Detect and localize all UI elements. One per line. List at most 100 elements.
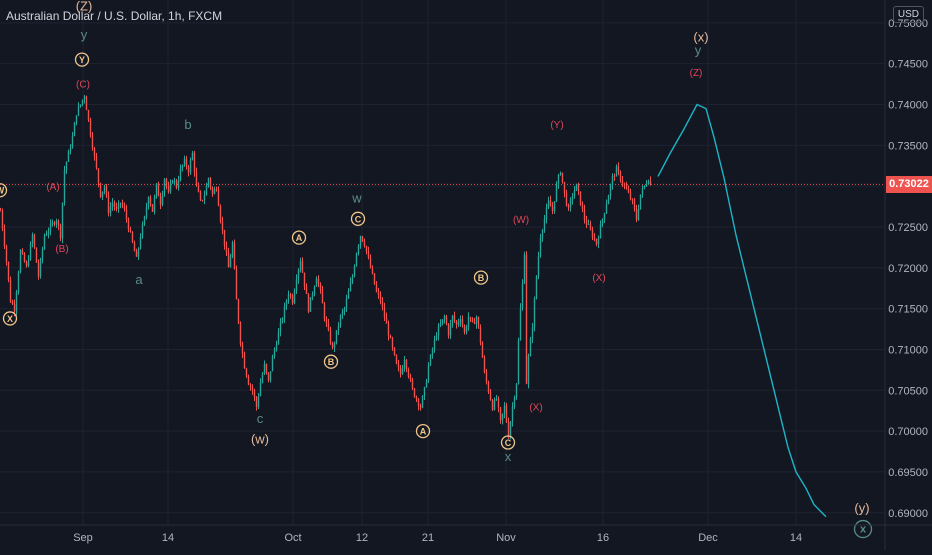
candle-body [383,306,386,318]
candle-body [73,122,76,137]
candle-body [195,172,198,185]
candle-body [299,261,302,270]
candle-body [485,372,488,382]
candle-body [209,178,212,188]
wave-label: a [135,272,143,287]
candle-body [309,297,312,312]
wave-label-text: x [860,524,867,536]
wave-label-text: w [351,190,362,205]
candle-body [549,200,552,207]
candle-body [463,325,466,333]
candle-body [231,242,234,257]
candle-body [607,195,610,205]
candles [0,95,652,440]
candle-body [529,338,532,357]
candle-body [111,202,114,207]
candle-body [571,195,574,200]
candle-body [201,199,204,201]
projection-line [657,103,827,518]
candle-body [153,196,156,212]
wave-label: Y [74,52,90,67]
candle-body [581,205,584,209]
candle-body [93,148,96,157]
candle-body [121,202,124,207]
candle-body [513,397,516,407]
price-axis[interactable]: 0.750000.745000.740000.735000.730000.725… [884,0,928,550]
candle-body [65,161,68,171]
candle-body [51,222,54,224]
candle-body [439,323,442,327]
candle-body [15,292,18,312]
candle-body [349,282,352,292]
candle-body [55,220,58,225]
candle-body [237,299,240,323]
time-axis[interactable]: Sep 14 Oct 12 21 Nov 16 Dec 14 [0,524,932,544]
candle-body [647,181,650,185]
candle-body [263,363,266,374]
candle-body [353,266,356,277]
candle-body [601,219,604,225]
candle-body [539,237,542,257]
wave-label-text: (C) [76,79,90,90]
candle-body [477,316,480,328]
candle-body [441,319,444,324]
candle-body [579,191,582,206]
candle-body [83,96,86,100]
price-tick-label: 0.70000 [888,426,928,438]
candle-body [509,421,512,438]
candle-body [379,294,382,302]
candle-body [501,413,504,421]
candle-body [177,180,180,188]
candle-body [387,323,390,336]
symbol-title[interactable]: Australian Dollar / U.S. Dollar, 1h, FXC… [6,9,223,23]
wave-label-text: (B) [55,244,68,255]
wave-label-circle [350,211,366,226]
candle-body [649,181,652,185]
candle-body [623,183,626,186]
candle-body [135,251,138,257]
candle-body [493,399,496,410]
candle-body [327,323,330,331]
candle-body [99,182,102,198]
candle-body [587,224,590,226]
candle-body [471,318,474,322]
wave-label: (A) [46,182,59,193]
time-tick-label: 16 [597,532,609,544]
candle-body [443,316,446,320]
candle-body [583,208,586,220]
candle-body [435,335,438,340]
candle-body [357,245,360,254]
candle-body [187,166,190,173]
wave-label-text: a [135,272,143,287]
price-tick-label: 0.70500 [888,385,928,397]
candle-body [597,238,600,245]
candle-body [355,253,358,267]
candle-body [117,203,120,209]
candle-body [277,331,280,345]
candle-body [469,316,472,319]
currency-badge[interactable]: USD [892,6,924,23]
time-tick-label: Oct [284,532,301,544]
candle-body [19,250,22,273]
candle-body [615,166,618,177]
wave-label-circle [291,230,307,245]
wave-label-text: (A) [46,182,59,193]
candle-body [123,206,126,210]
candle-body [557,174,560,185]
wave-label-text: B [478,273,485,283]
time-tick-label: Sep [73,532,93,544]
candle-body [489,392,492,401]
wave-label-text: y [81,27,88,42]
candle-body [533,298,536,328]
candle-body [609,184,612,196]
candle-body [605,204,608,214]
candle-body [53,222,56,225]
wave-label-circle [2,311,18,326]
candle-body [1,210,4,229]
candle-body [133,242,136,252]
candle-body [307,293,310,312]
wave-label-text: (Z) [690,68,703,79]
candle-body [459,319,462,323]
